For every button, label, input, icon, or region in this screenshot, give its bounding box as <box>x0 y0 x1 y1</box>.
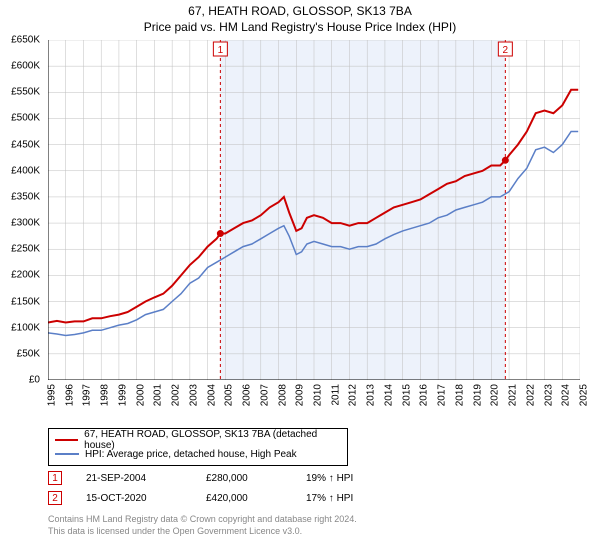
svg-text:1: 1 <box>218 45 224 56</box>
legend-swatch-property <box>55 439 78 441</box>
x-tick-label: 2008 <box>277 384 288 406</box>
footer-attribution: Contains HM Land Registry data © Crown c… <box>48 514 568 537</box>
x-tick-label: 2010 <box>313 384 324 406</box>
y-tick-label: £650K <box>11 35 40 46</box>
title-block: 67, HEATH ROAD, GLOSSOP, SK13 7BA Price … <box>0 0 600 34</box>
y-tick-label: £150K <box>11 296 40 307</box>
x-tick-label: 2004 <box>206 384 217 406</box>
chart-svg: 12 <box>48 40 580 380</box>
marker-date-1: 21-SEP-2004 <box>86 473 206 484</box>
x-tick-label: 2015 <box>401 384 412 406</box>
y-tick-label: £250K <box>11 244 40 255</box>
y-tick-label: £50K <box>17 348 40 359</box>
x-tick-label: 2003 <box>188 384 199 406</box>
x-axis: 1995 1996 1997 1998 1999 2000 2001 2002 2003 2004… <box>48 384 580 424</box>
title-address: 67, HEATH ROAD, GLOSSOP, SK13 7BA <box>0 4 600 18</box>
marker-date-2: 15-OCT-2020 <box>86 493 206 504</box>
marker-delta-2: 17% ↑ HPI <box>306 493 426 504</box>
x-tick-label: 2011 <box>330 384 341 406</box>
y-tick-label: £100K <box>11 322 40 333</box>
chart-container: 67, HEATH ROAD, GLOSSOP, SK13 7BA Price … <box>0 0 600 560</box>
legend-label-hpi: HPI: Average price, detached house, High… <box>85 449 297 460</box>
marker-delta-1: 19% ↑ HPI <box>306 473 426 484</box>
x-tick-label: 1998 <box>100 384 111 406</box>
y-tick-label: £0 <box>29 375 40 386</box>
y-tick-label: £600K <box>11 61 40 72</box>
legend-swatch-hpi <box>55 453 79 455</box>
y-tick-label: £200K <box>11 270 40 281</box>
marker-row-1: 1 21-SEP-2004 £280,000 19% ↑ HPI <box>48 468 568 488</box>
legend-box: 67, HEATH ROAD, GLOSSOP, SK13 7BA (detac… <box>48 428 348 466</box>
marker-row-2: 2 15-OCT-2020 £420,000 17% ↑ HPI <box>48 488 568 508</box>
marker-table: 1 21-SEP-2004 £280,000 19% ↑ HPI 2 15-OC… <box>48 468 568 508</box>
x-tick-label: 2007 <box>259 384 270 406</box>
y-tick-label: £500K <box>11 113 40 124</box>
title-subtitle: Price paid vs. HM Land Registry's House … <box>0 20 600 34</box>
x-tick-label: 2021 <box>508 384 519 406</box>
x-tick-label: 1997 <box>82 384 93 406</box>
x-tick-label: 2012 <box>348 384 359 406</box>
x-tick-label: 2022 <box>525 384 536 406</box>
y-axis: £0£50K£100K£150K£200K£250K£300K£350K£400… <box>0 40 44 380</box>
chart-plot-area: 12 <box>48 40 580 380</box>
x-tick-label: 1995 <box>47 384 58 406</box>
x-tick-label: 2006 <box>242 384 253 406</box>
footer-line2: This data is licensed under the Open Gov… <box>48 526 568 538</box>
x-tick-label: 2025 <box>579 384 590 406</box>
legend-row-property: 67, HEATH ROAD, GLOSSOP, SK13 7BA (detac… <box>55 433 341 447</box>
x-tick-label: 2005 <box>224 384 235 406</box>
x-tick-label: 2001 <box>153 384 164 406</box>
x-tick-label: 1999 <box>117 384 128 406</box>
y-tick-label: £400K <box>11 165 40 176</box>
x-tick-label: 2000 <box>135 384 146 406</box>
marker-badge-2: 2 <box>48 491 62 505</box>
footer-line1: Contains HM Land Registry data © Crown c… <box>48 514 568 526</box>
x-tick-label: 2014 <box>383 384 394 406</box>
x-tick-label: 1996 <box>64 384 75 406</box>
x-tick-label: 2016 <box>419 384 430 406</box>
y-tick-label: £350K <box>11 191 40 202</box>
y-tick-label: £450K <box>11 139 40 150</box>
x-tick-label: 2018 <box>454 384 465 406</box>
x-tick-label: 2009 <box>295 384 306 406</box>
svg-text:2: 2 <box>503 45 509 56</box>
marker-price-2: £420,000 <box>206 493 306 504</box>
y-tick-label: £550K <box>11 87 40 98</box>
x-tick-label: 2017 <box>437 384 448 406</box>
x-tick-label: 2013 <box>366 384 377 406</box>
x-tick-label: 2019 <box>472 384 483 406</box>
x-tick-label: 2020 <box>490 384 501 406</box>
x-tick-label: 2023 <box>543 384 554 406</box>
x-tick-label: 2024 <box>561 384 572 406</box>
marker-badge-1: 1 <box>48 471 62 485</box>
y-tick-label: £300K <box>11 218 40 229</box>
x-tick-label: 2002 <box>171 384 182 406</box>
marker-price-1: £280,000 <box>206 473 306 484</box>
